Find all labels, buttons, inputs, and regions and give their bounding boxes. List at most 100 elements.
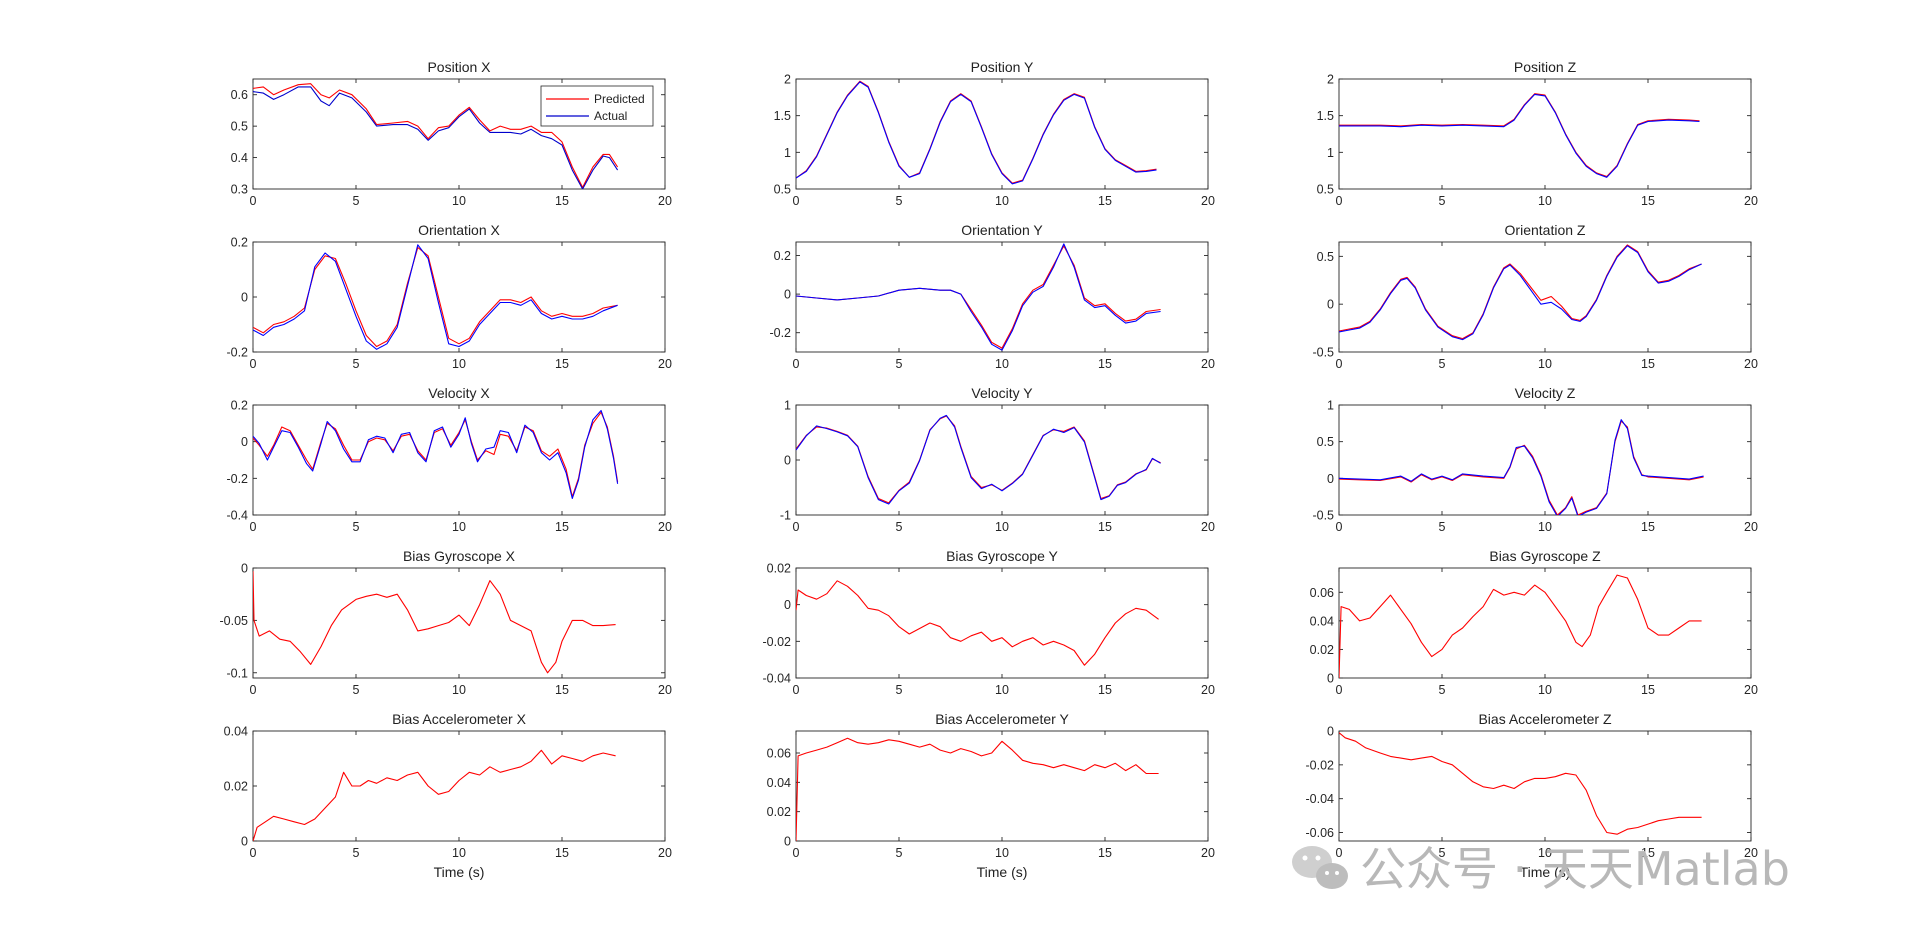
x-tick-label: 5	[353, 194, 360, 208]
x-tick-label: 20	[658, 683, 672, 697]
bias-accelerometer-x-series-predicted-line	[253, 749, 616, 841]
legend-label-actual: Actual	[594, 109, 627, 123]
bias-gyroscope-y-series-predicted-line	[796, 580, 1159, 666]
x-tick-label: 15	[1098, 520, 1112, 534]
x-tick-label: 20	[1201, 846, 1215, 860]
subplot-grid: Position X0 5 10 15 200.30.40.50.6 PredictedA…	[220, 59, 1758, 880]
orientation-z-series-actual-line	[1339, 245, 1702, 341]
x-tick-label: 10	[452, 846, 466, 860]
y-tick-label: 0	[241, 562, 248, 576]
y-tick-label: -0.2	[226, 346, 248, 360]
velocity-y-subplot: Velocity Y0 5 10 15 20-101	[780, 385, 1215, 534]
velocity-x-axes-box	[252, 404, 666, 516]
bias-accelerometer-y-title: Bias Accelerometer Y	[935, 711, 1069, 727]
x-tick-label: 5	[353, 357, 360, 371]
x-tick-label: 15	[1098, 683, 1112, 697]
bias-accelerometer-y-series-predicted-line	[796, 737, 1159, 841]
x-tick-label: 0	[793, 520, 800, 534]
y-tick-label: 0	[241, 291, 248, 305]
bias-accelerometer-x-xlabel: Time (s)	[434, 864, 485, 880]
y-tick-label: 1	[784, 399, 791, 413]
x-tick-label: 15	[1641, 194, 1655, 208]
x-tick-label: 20	[1744, 683, 1758, 697]
bias-accelerometer-z-title: Bias Accelerometer Z	[1478, 711, 1611, 727]
y-tick-label: 0	[1327, 298, 1334, 312]
position-z-series-actual-line	[1339, 93, 1700, 178]
y-tick-label: 0.02	[224, 780, 248, 794]
x-tick-label: 20	[658, 357, 672, 371]
x-tick-label: 0	[793, 846, 800, 860]
position-x-legend: Predicted Actual	[540, 85, 654, 127]
x-tick-label: 15	[1098, 846, 1112, 860]
bias-gyroscope-x-series-predicted-line	[253, 571, 616, 674]
y-tick-label: 0.5	[231, 120, 248, 134]
y-tick-label: 0.06	[1310, 586, 1334, 600]
orientation-y-subplot: Orientation Y 0 5 10 15 20 -0.2 0 0.2	[769, 222, 1215, 371]
y-tick-label: 0.06	[767, 747, 791, 761]
orientation-y-title: Orientation Y	[961, 222, 1043, 238]
x-tick-label: 20	[658, 194, 672, 208]
bias-accelerometer-x-subplot: Bias Accelerometer X 0 5 10 15 20 0 0.02 0.04 Tim…	[224, 711, 672, 880]
x-tick-label: 20	[1744, 520, 1758, 534]
y-tick-label: 2	[784, 73, 791, 87]
x-tick-label: 15	[1641, 357, 1655, 371]
velocity-z-subplot: Velocity Z0 5 10 15 20-0.500.51	[1312, 385, 1758, 534]
watermark-text: 公众号 · 天天Matlab	[1360, 842, 1790, 896]
y-tick-label: 0.3	[231, 183, 248, 197]
x-tick-label: 0	[1336, 357, 1343, 371]
x-tick-label: 10	[1538, 194, 1552, 208]
orientation-x-title: Orientation X	[418, 222, 500, 238]
orientation-z-subplot: Orientation Z0 5 10 15 20-0.500.5	[1312, 222, 1758, 371]
orientation-z-series-predicted-line	[1339, 244, 1702, 340]
position-x-series-actual-line	[253, 86, 619, 189]
bias-accelerometer-y-axes-box	[795, 730, 1209, 842]
position-y-series-actual-line	[796, 81, 1157, 185]
watermark: 公众号 · 天天Matlab	[1292, 842, 1790, 896]
x-tick-label: 20	[658, 520, 672, 534]
velocity-x-series-actual-line	[253, 409, 619, 500]
y-tick-label: -1	[780, 509, 791, 523]
x-tick-label: 10	[995, 683, 1009, 697]
x-tick-label: 10	[995, 520, 1009, 534]
x-tick-label: 5	[896, 357, 903, 371]
velocity-y-title: Velocity Y	[971, 385, 1033, 401]
x-tick-label: 5	[896, 683, 903, 697]
y-tick-label: 1	[1327, 146, 1334, 160]
x-tick-label: 10	[995, 357, 1009, 371]
y-tick-label: 0.02	[1310, 643, 1334, 657]
x-tick-label: 20	[1201, 520, 1215, 534]
y-tick-label: -0.2	[769, 326, 791, 340]
x-tick-label: 0	[1336, 846, 1343, 860]
position-x-subplot: Position X 0 5 10 15 20 0.3 0.4 0.5 0.6 Predicted A…	[231, 59, 672, 208]
x-tick-label: 15	[1641, 520, 1655, 534]
y-tick-label: 0	[241, 835, 248, 849]
x-tick-label: 5	[353, 846, 360, 860]
bias-gyroscope-z-series-predicted-line	[1339, 574, 1702, 678]
orientation-y-axes-box	[795, 241, 1209, 353]
bias-accelerometer-x-axes-box	[252, 730, 666, 842]
x-tick-label: 10	[1538, 357, 1552, 371]
orientation-x-axes-box	[252, 241, 666, 353]
y-tick-label: -0.2	[226, 472, 248, 486]
x-tick-label: 15	[1098, 194, 1112, 208]
x-tick-label: 20	[658, 846, 672, 860]
x-tick-label: 10	[1538, 520, 1552, 534]
bias-gyroscope-x-title: Bias Gyroscope X	[403, 548, 516, 564]
x-tick-label: 0	[793, 683, 800, 697]
position-y-title: Position Y	[971, 59, 1034, 75]
x-tick-label: 15	[555, 846, 569, 860]
x-tick-label: 15	[555, 194, 569, 208]
x-tick-label: 10	[995, 194, 1009, 208]
x-tick-label: 0	[250, 846, 257, 860]
x-tick-label: 10	[452, 357, 466, 371]
velocity-x-subplot: Velocity X 0 5 10 15 20 -0.4 -0.2 0 0.2	[226, 385, 672, 534]
bias-accelerometer-z-series-predicted-line	[1339, 732, 1702, 835]
y-tick-label: 2	[1327, 73, 1334, 87]
y-tick-label: 0	[784, 288, 791, 302]
position-y-subplot: Position Y 0 5 10 15 20 0.5 1 1.5 2	[774, 59, 1215, 208]
y-tick-label: -0.04	[763, 672, 792, 686]
y-tick-label: 0.5	[1317, 435, 1334, 449]
y-tick-label: 0.04	[224, 725, 248, 739]
y-tick-label: 0.6	[231, 88, 248, 102]
orientation-y-series-actual-line	[796, 243, 1161, 351]
